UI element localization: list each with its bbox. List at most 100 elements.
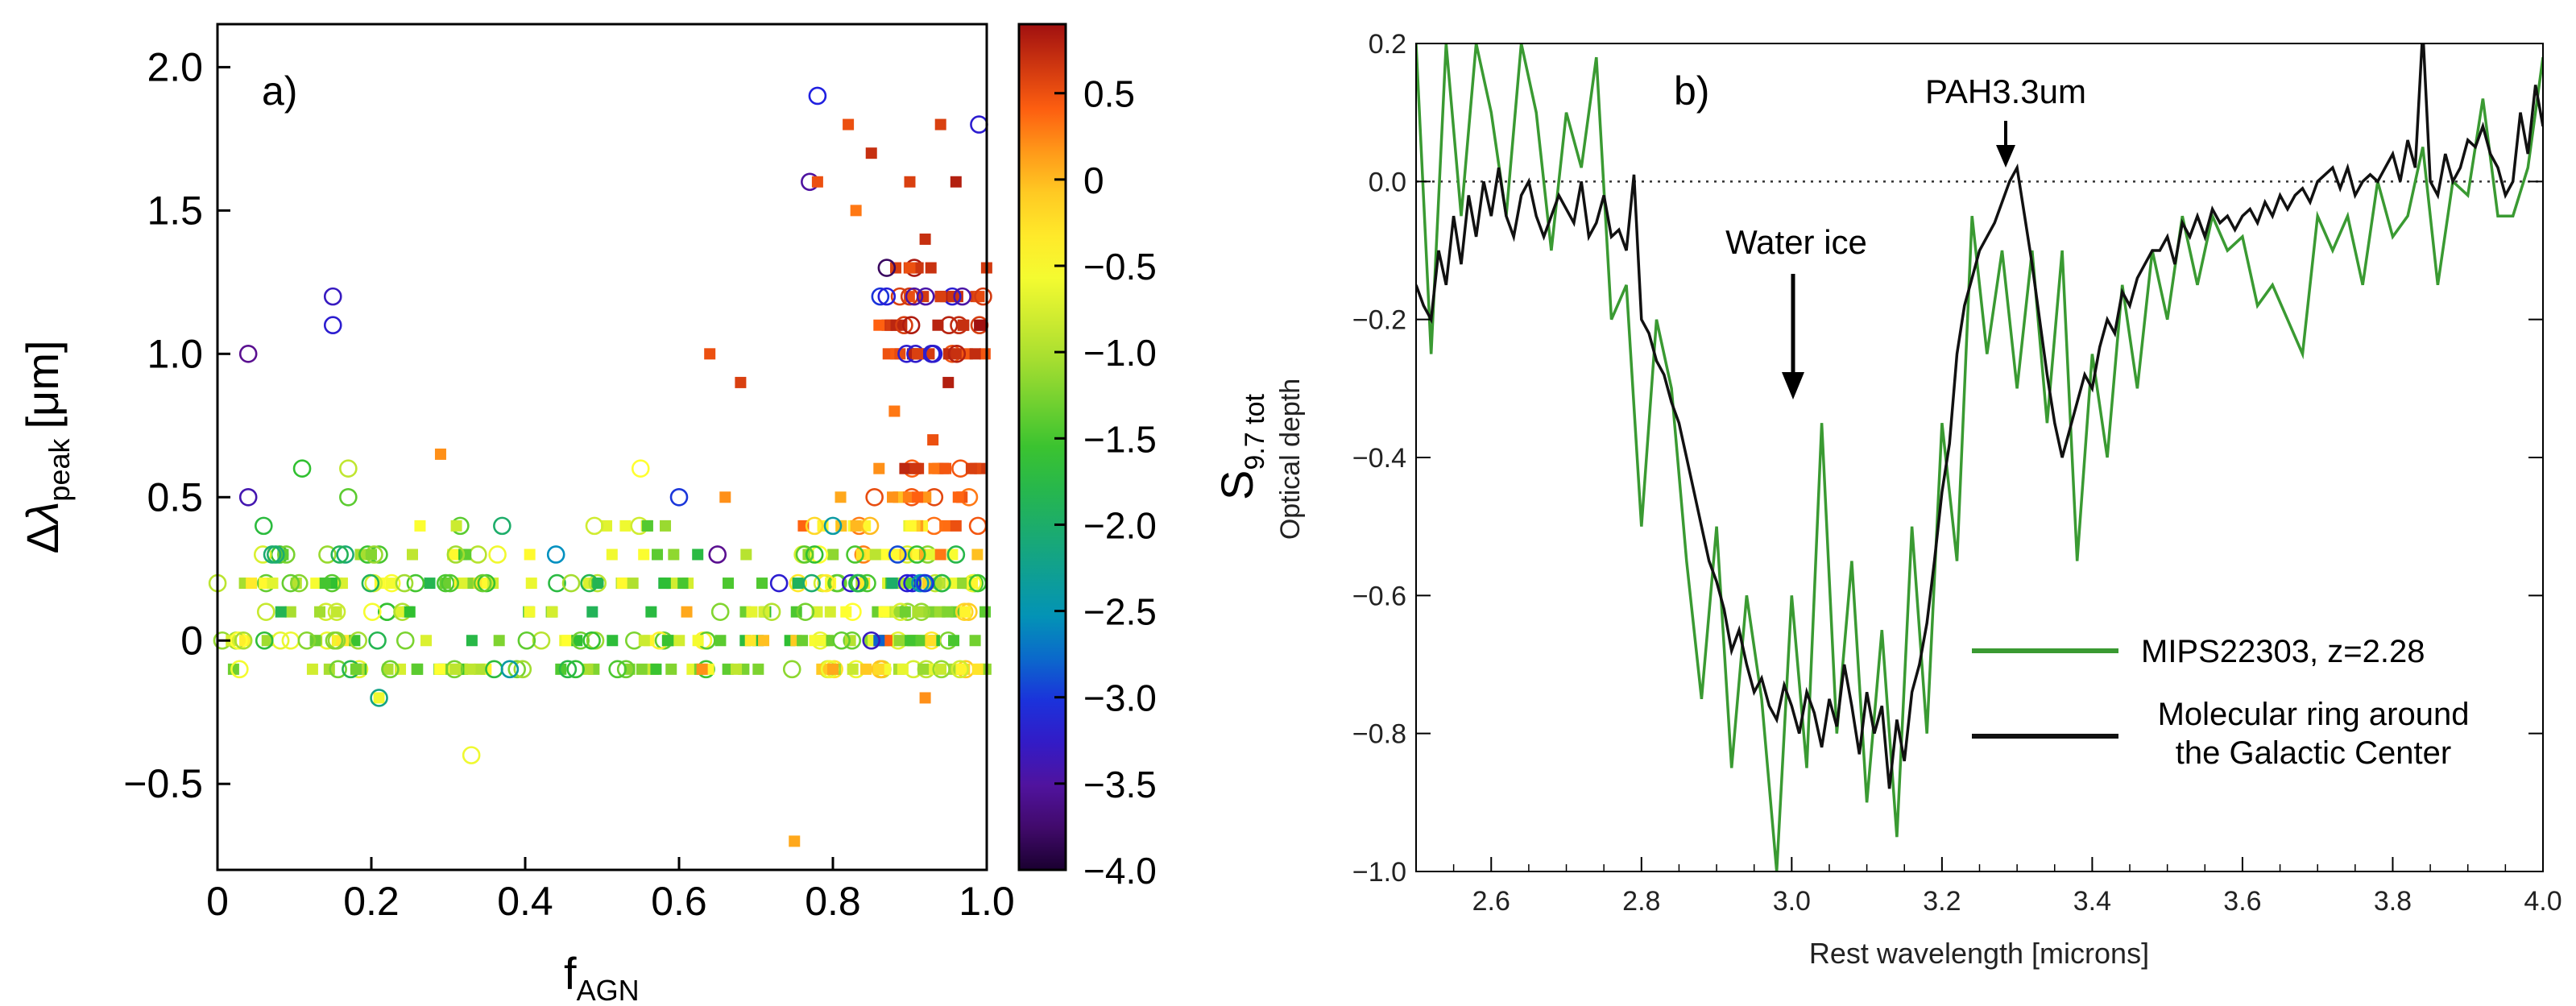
scatter-point [524, 606, 535, 618]
x-tick-label: 0.6 [651, 879, 707, 924]
scatter-point [873, 320, 884, 331]
scatter-point [847, 664, 859, 675]
scatter-point [942, 606, 953, 618]
scatter-point [466, 635, 478, 646]
scatter-point [524, 549, 536, 560]
scatter-point [873, 463, 884, 474]
scatter-point [650, 664, 661, 675]
x-tick-label: 3.8 [2374, 886, 2412, 917]
scatter-point [642, 520, 653, 532]
scatter-point [681, 606, 693, 618]
annotation-water-ice: Water ice [1725, 223, 1867, 261]
y-tick-label: 2.0 [147, 44, 203, 89]
scatter-point [386, 578, 397, 589]
scatter-point [314, 606, 325, 618]
scatter-point [740, 549, 752, 560]
x-tick-label: 1.0 [959, 879, 1015, 924]
scatter-point [927, 434, 938, 445]
colorbar-tick-label: −4.0 [1083, 850, 1157, 892]
scatter-point [586, 606, 598, 618]
scatter-point [905, 520, 917, 532]
scatter-point [638, 549, 649, 560]
colorbar-tick-label: −2.5 [1083, 591, 1157, 633]
scatter-point [789, 835, 800, 847]
scatter-point [827, 664, 839, 675]
y-tick-label: 1.5 [147, 188, 203, 233]
scatter-point [246, 578, 257, 589]
scatter-point [420, 635, 432, 646]
annotation-pah: PAH3.3um [1925, 72, 2086, 110]
scatter-point [899, 463, 910, 474]
scatter-point [451, 520, 462, 532]
scatter-point [917, 664, 929, 675]
scatter-point [953, 491, 964, 503]
scatter-point [966, 463, 977, 474]
scatter-point [435, 449, 446, 460]
scatter-point [627, 578, 639, 589]
scatter-point [374, 692, 385, 703]
scatter-point [940, 463, 951, 474]
y-tick-label: −0.8 [1352, 719, 1406, 750]
scatter-point [958, 320, 969, 331]
scatter-point [910, 463, 921, 474]
scatter-point [692, 549, 703, 560]
scatter-point [793, 578, 804, 589]
x-tick-label: 0.2 [343, 879, 400, 924]
scatter-point [412, 664, 423, 675]
x-tick-label: 0.8 [805, 879, 861, 924]
scatter-point [950, 176, 962, 188]
scatter-point [959, 606, 971, 618]
panel-b-xlabel: Rest wavelength [microns] [1809, 937, 2149, 970]
scatter-point [693, 635, 704, 646]
scatter-point [636, 664, 648, 675]
scatter-point [912, 491, 923, 503]
scatter-point [827, 549, 839, 560]
y-tick-label: −1.0 [1352, 857, 1406, 888]
scatter-point [307, 664, 318, 675]
colorbar-tick-label: 0 [1083, 159, 1104, 201]
colorbar [1019, 24, 1066, 870]
scatter-point [320, 578, 331, 589]
x-tick-label: 2.8 [1622, 886, 1660, 917]
y-tick-label: −0.6 [1352, 581, 1406, 611]
scatter-point [449, 664, 461, 675]
scatter-point [912, 348, 923, 359]
scatter-point [350, 664, 362, 675]
scatter-point [897, 664, 909, 675]
scatter-point [860, 664, 872, 675]
x-tick-label: 3.4 [2073, 886, 2111, 917]
colorbar-tick-label: −3.5 [1083, 764, 1157, 805]
scatter-point [905, 635, 916, 646]
scatter-point [967, 578, 978, 589]
y-tick-label: 0 [180, 618, 203, 663]
scatter-point [464, 664, 475, 675]
panel-b-label: b) [1674, 68, 1709, 114]
scatter-point [474, 664, 485, 675]
scatter-point [745, 635, 756, 646]
colorbar-tick-label: −1.0 [1083, 332, 1157, 374]
scatter-point [697, 664, 708, 675]
legend-label-molecular-ring-2: the Galactic Center [2176, 735, 2451, 771]
y-tick-label: 1.0 [147, 331, 203, 376]
scatter-point [935, 291, 946, 302]
legend-label-mips22303: MIPS22303, z=2.28 [2141, 634, 2425, 669]
scatter-point [851, 520, 862, 532]
x-tick-label: 3.0 [1773, 886, 1811, 917]
scatter-point [752, 664, 764, 675]
y-tick-label: −0.4 [1352, 443, 1406, 474]
scatter-point [873, 664, 884, 675]
scatter-point [905, 263, 916, 274]
scatter-point [425, 578, 436, 589]
scatter-point [929, 463, 940, 474]
y-tick-label: −0.5 [123, 761, 203, 806]
scatter-point [979, 606, 991, 618]
scatter-point [887, 491, 898, 503]
scatter-point [825, 606, 836, 618]
scatter-point [617, 578, 628, 589]
x-tick-label: 2.6 [1472, 886, 1510, 917]
y-tick-label: 0.2 [1369, 29, 1406, 60]
scatter-point [285, 606, 296, 618]
scatter-point [607, 549, 618, 560]
scatter-point [668, 549, 679, 560]
scatter-point [851, 205, 862, 216]
